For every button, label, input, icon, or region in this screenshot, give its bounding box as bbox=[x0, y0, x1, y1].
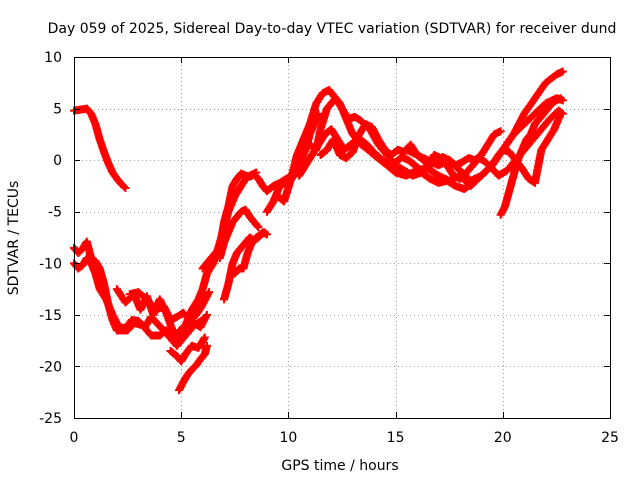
y-axis-label: SDTVAR / TECUs bbox=[6, 181, 22, 296]
x-tick-label: 10 bbox=[279, 430, 297, 446]
data-point bbox=[121, 183, 130, 192]
x-tick-label: 5 bbox=[177, 430, 186, 446]
y-tick-label: 10 bbox=[44, 50, 62, 66]
data-point bbox=[202, 341, 211, 350]
y-tick-label: -5 bbox=[48, 205, 62, 221]
x-axis-label: GPS time / hours bbox=[281, 458, 398, 474]
y-tick-label: -25 bbox=[39, 411, 62, 427]
series-arc17 bbox=[496, 94, 565, 219]
series-arc16 bbox=[402, 109, 565, 187]
y-tick-label: 5 bbox=[53, 102, 62, 118]
series-arc9 bbox=[215, 205, 263, 263]
plot-frame bbox=[74, 57, 611, 419]
y-tick-label: -20 bbox=[39, 359, 62, 375]
y-tick-label: -15 bbox=[39, 308, 62, 324]
data-point bbox=[556, 94, 565, 103]
series-arc1 bbox=[70, 104, 130, 192]
data-point bbox=[202, 310, 211, 319]
chart-title: Day 059 of 2025, Sidereal Day-to-day VTE… bbox=[48, 21, 617, 37]
x-tick-label: 25 bbox=[601, 430, 619, 446]
data-point bbox=[558, 67, 567, 76]
series-arc7 bbox=[175, 341, 211, 395]
y-tick-label: 0 bbox=[53, 153, 62, 169]
data-point bbox=[254, 223, 263, 232]
data-point bbox=[496, 127, 505, 136]
data-point bbox=[205, 288, 214, 297]
data-layer bbox=[70, 67, 567, 395]
series-arc11 bbox=[230, 228, 269, 278]
x-tick-label: 20 bbox=[494, 430, 512, 446]
data-point bbox=[200, 333, 209, 342]
data-point bbox=[120, 182, 129, 191]
y-tick-label: -10 bbox=[39, 256, 62, 272]
series-arc6 bbox=[166, 333, 209, 366]
data-point bbox=[556, 109, 565, 118]
data-point bbox=[260, 228, 269, 237]
series-arc5 bbox=[125, 288, 214, 325]
x-tick-label: 0 bbox=[70, 430, 79, 446]
series-arc3 bbox=[70, 254, 207, 350]
x-tick-label: 15 bbox=[387, 430, 405, 446]
series-arc12 bbox=[262, 67, 567, 216]
tick-layer: 0 5 10 15 20 25 -25 -20 -15 -10 -5 0 5 10 bbox=[39, 50, 619, 446]
data-point bbox=[253, 221, 262, 230]
